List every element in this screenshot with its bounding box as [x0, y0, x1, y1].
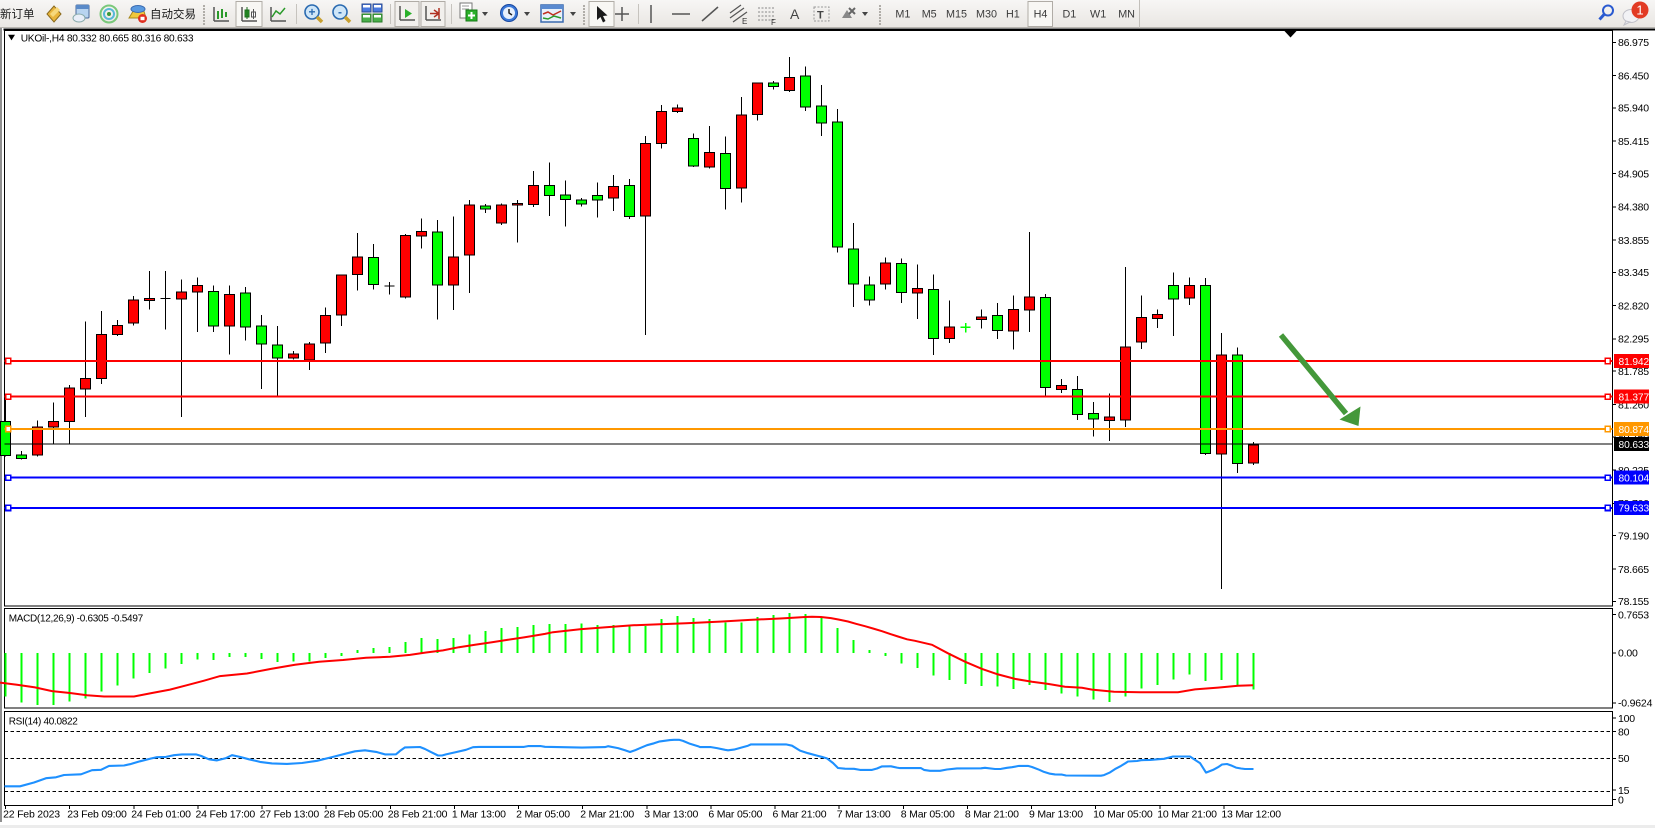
svg-text:81.377: 81.377 [1619, 392, 1650, 403]
svg-text:1: 1 [1636, 3, 1643, 18]
svg-text:M5: M5 [922, 9, 937, 21]
svg-text:A: A [790, 6, 800, 22]
svg-text:10 Mar 21:00: 10 Mar 21:00 [1157, 809, 1217, 821]
svg-text:82.820: 82.820 [1618, 300, 1649, 312]
svg-text:9 Mar 13:00: 9 Mar 13:00 [1029, 809, 1083, 821]
svg-text:T: T [817, 10, 824, 22]
svg-text:24 Feb 17:00: 24 Feb 17:00 [196, 809, 256, 821]
svg-text:27 Feb 13:00: 27 Feb 13:00 [260, 809, 320, 821]
svg-text:85.415: 85.415 [1618, 136, 1649, 148]
svg-text:84.380: 84.380 [1618, 202, 1649, 214]
svg-text:MACD(12,26,9) -0.6305 -0.5497: MACD(12,26,9) -0.6305 -0.5497 [9, 614, 144, 625]
svg-text:79.190: 79.190 [1618, 531, 1649, 543]
svg-text:83.345: 83.345 [1618, 267, 1649, 279]
svg-text:H4: H4 [1034, 9, 1048, 21]
svg-text:+: + [308, 5, 315, 19]
svg-text:3 Mar 13:00: 3 Mar 13:00 [644, 809, 698, 821]
svg-text:81.942: 81.942 [1619, 357, 1650, 368]
svg-text:7 Mar 13:00: 7 Mar 13:00 [837, 809, 891, 821]
svg-text:0.00: 0.00 [1618, 648, 1638, 660]
svg-text:86.975: 86.975 [1618, 37, 1649, 49]
svg-text:79.633: 79.633 [1619, 504, 1650, 515]
svg-text:86.450: 86.450 [1618, 70, 1649, 82]
svg-text:28 Feb 21:00: 28 Feb 21:00 [388, 809, 448, 821]
svg-text:78.155: 78.155 [1618, 596, 1649, 608]
svg-text:6 Mar 21:00: 6 Mar 21:00 [773, 809, 827, 821]
svg-text:78.665: 78.665 [1618, 564, 1649, 576]
svg-text:28 Feb 05:00: 28 Feb 05:00 [324, 809, 384, 821]
svg-text:80.633: 80.633 [1619, 440, 1650, 451]
svg-text:UKOil-,H4 80.332 80.665 80.31: UKOil-,H4 80.332 80.665 80.316 80.633 [21, 34, 194, 45]
svg-text:自动交易: 自动交易 [150, 7, 196, 21]
svg-text:2 Mar 05:00: 2 Mar 05:00 [516, 809, 570, 821]
svg-text:24 Feb 01:00: 24 Feb 01:00 [131, 809, 191, 821]
svg-text:80: 80 [1618, 726, 1630, 738]
svg-text:23 Feb 09:00: 23 Feb 09:00 [67, 809, 127, 821]
svg-text:10 Mar 05:00: 10 Mar 05:00 [1093, 809, 1153, 821]
svg-text:M1: M1 [895, 9, 910, 21]
svg-text:6 Mar 05:00: 6 Mar 05:00 [708, 809, 762, 821]
svg-text:MN: MN [1118, 9, 1135, 21]
svg-text:E: E [742, 17, 747, 26]
svg-text:80.104: 80.104 [1619, 474, 1650, 485]
svg-text:2 Mar 21:00: 2 Mar 21:00 [580, 809, 634, 821]
svg-text:0: 0 [1618, 794, 1624, 806]
svg-text:1 Mar 13:00: 1 Mar 13:00 [452, 809, 506, 821]
svg-text:13 Mar 12:00: 13 Mar 12:00 [1221, 809, 1281, 821]
svg-text:8 Mar 21:00: 8 Mar 21:00 [965, 809, 1019, 821]
svg-text:50: 50 [1618, 753, 1630, 765]
svg-text:84.905: 84.905 [1618, 168, 1649, 180]
svg-text:RSI(14) 40.0822: RSI(14) 40.0822 [9, 717, 79, 728]
svg-text:M15: M15 [946, 9, 967, 21]
svg-text:0.7653: 0.7653 [1618, 609, 1649, 621]
svg-text:M30: M30 [976, 9, 997, 21]
svg-text:D1: D1 [1063, 9, 1077, 21]
svg-text:新订单: 新订单 [0, 7, 35, 21]
svg-text:83.855: 83.855 [1618, 235, 1649, 247]
svg-text:W1: W1 [1090, 9, 1106, 21]
svg-text:80.874: 80.874 [1619, 425, 1650, 436]
svg-text:100: 100 [1618, 713, 1635, 725]
svg-text:81.785: 81.785 [1618, 366, 1649, 378]
svg-text:8 Mar 05:00: 8 Mar 05:00 [901, 809, 955, 821]
svg-text:22 Feb 2023: 22 Feb 2023 [3, 809, 60, 821]
svg-text:-0.9624: -0.9624 [1618, 698, 1653, 710]
svg-text:F: F [771, 18, 776, 27]
svg-text:H1: H1 [1006, 9, 1020, 21]
svg-text:15: 15 [1618, 785, 1630, 797]
svg-text:82.295: 82.295 [1618, 334, 1649, 346]
svg-text:85.940: 85.940 [1618, 103, 1649, 115]
svg-text:-: - [338, 5, 342, 19]
